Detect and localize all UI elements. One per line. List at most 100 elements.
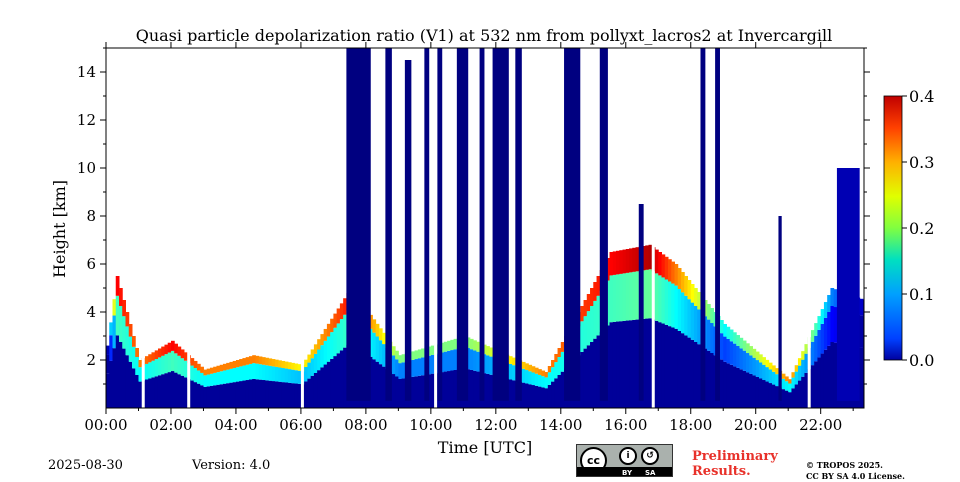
layer-mid-cell xyxy=(580,321,585,352)
layer-top-cell xyxy=(213,366,217,373)
layer-mid-cell xyxy=(443,351,448,372)
layer-mid-cell xyxy=(268,365,273,381)
layer-mid-cell xyxy=(216,372,221,385)
layer-top-cell xyxy=(112,299,117,316)
layer-core-cell xyxy=(525,383,529,408)
data-gap xyxy=(651,48,655,408)
layer-mid-cell xyxy=(430,354,435,374)
layer-core-cell xyxy=(183,377,188,408)
layer-core-cell xyxy=(443,371,448,408)
y-tick-label: 4 xyxy=(86,303,96,321)
layer-core-cell xyxy=(369,356,373,408)
layer-mid-cell xyxy=(788,383,792,393)
layer-core-cell xyxy=(417,375,422,408)
layer-core-cell xyxy=(271,381,276,408)
layer-mid-cell xyxy=(440,352,445,373)
cloud-column xyxy=(404,60,412,401)
layer-mid-cell xyxy=(862,316,864,349)
layer-top-cell xyxy=(554,354,559,363)
layer-mid-cell xyxy=(115,295,120,336)
cc-label-bar xyxy=(577,467,672,476)
layer-top-cell xyxy=(489,347,494,357)
layer-mid-cell xyxy=(619,273,624,322)
layer-top-cell xyxy=(109,322,113,336)
colorbar-ticks: 0.0 0.1 0.2 0.3 0.4 xyxy=(902,87,934,370)
layer-top-cell xyxy=(703,300,708,317)
layer-mid-cell xyxy=(554,362,559,379)
layer-core-cell xyxy=(642,318,646,408)
layer-top-cell xyxy=(521,361,526,369)
layer-top-cell xyxy=(486,346,490,356)
layer-core-cell xyxy=(752,375,757,408)
layer-top-cell xyxy=(258,356,263,365)
layer-top-cell xyxy=(732,332,737,344)
layer-core-cell xyxy=(781,389,786,408)
layer-mid-cell xyxy=(200,372,204,386)
layer-core-cell xyxy=(248,379,253,408)
layer-core-cell xyxy=(216,384,221,408)
layer-top-cell xyxy=(833,289,838,308)
layer-top-cell xyxy=(758,354,763,363)
cc-by-label: BY xyxy=(622,469,633,477)
layer-top-cell xyxy=(122,300,126,317)
layer-mid-cell xyxy=(209,373,214,386)
y-tick-label: 10 xyxy=(77,159,96,177)
layer-core-cell xyxy=(476,371,481,408)
layer-core-cell xyxy=(333,356,338,408)
data-gap xyxy=(141,48,145,408)
layer-top-cell xyxy=(482,344,487,355)
layer-core-cell xyxy=(742,370,747,408)
layer-mid-cell xyxy=(125,326,130,356)
layer-core-cell xyxy=(375,361,380,408)
data-gap xyxy=(434,48,438,408)
layer-mid-cell xyxy=(151,360,156,378)
layer-mid-cell xyxy=(382,344,386,367)
layer-mid-cell xyxy=(258,364,263,380)
layer-mid-cell xyxy=(632,271,637,320)
layer-top-cell xyxy=(226,362,230,370)
layer-top-cell xyxy=(287,362,292,370)
preliminary-line-2: Results. xyxy=(692,464,751,479)
layer-mid-cell xyxy=(193,368,198,383)
layer-top-cell xyxy=(606,258,611,281)
layer-core-cell xyxy=(512,380,516,408)
layer-core-cell xyxy=(174,372,178,408)
layer-top-cell xyxy=(580,306,585,322)
layer-top-cell xyxy=(235,360,240,368)
copyright-line-1: © TROPOS 2025. xyxy=(806,460,883,470)
layer-top-cell xyxy=(378,328,383,341)
layer-mid-cell xyxy=(466,348,471,370)
layer-core-cell xyxy=(687,337,692,408)
plot-area xyxy=(105,47,865,409)
layer-top-cell xyxy=(755,351,760,361)
layer-mid-cell xyxy=(486,355,490,374)
layer-top-cell xyxy=(398,355,403,364)
x-tick-label: 22:00 xyxy=(799,416,842,434)
layer-core-cell xyxy=(765,381,770,408)
layer-core-cell xyxy=(830,342,835,408)
layer-top-cell xyxy=(320,334,325,346)
layer-mid-cell xyxy=(372,332,377,360)
layer-core-cell xyxy=(148,378,152,408)
layer-mid-cell xyxy=(333,327,338,357)
layer-top-cell xyxy=(622,249,627,274)
layer-mid-cell xyxy=(590,306,594,342)
cloud-column xyxy=(456,48,469,401)
layer-top-cell xyxy=(671,261,675,284)
layer-top-cell xyxy=(551,360,555,368)
layer-mid-cell xyxy=(508,363,513,380)
layer-mid-cell xyxy=(781,378,786,390)
layer-core-cell xyxy=(482,373,487,408)
layer-top-cell xyxy=(690,284,695,303)
layer-top-cell xyxy=(859,298,864,316)
layer-core-cell xyxy=(739,369,744,408)
layer-core-cell xyxy=(261,380,266,408)
layer-mid-cell xyxy=(157,357,162,376)
layer-top-cell xyxy=(317,339,321,350)
layer-mid-cell xyxy=(476,351,481,372)
layer-mid-cell xyxy=(593,300,598,339)
layer-mid-cell xyxy=(177,355,182,375)
layer-mid-cell xyxy=(560,351,565,372)
layer-core-cell xyxy=(118,342,123,408)
layer-mid-cell xyxy=(690,302,695,340)
